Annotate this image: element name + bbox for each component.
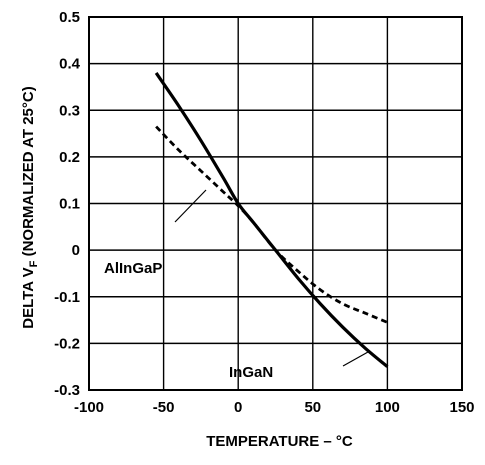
y-tick-label: -0.2 <box>54 335 80 352</box>
x-tick-label: -50 <box>153 399 175 416</box>
x-tick-label: 50 <box>304 399 321 416</box>
x-tick-label: 150 <box>449 399 474 416</box>
x-tick-labels: -100 -50 0 50 100 150 <box>74 399 475 416</box>
y-tick-label: -0.1 <box>54 289 80 306</box>
y-tick-label: 0.4 <box>59 56 81 73</box>
series-leader-ingan <box>342 351 369 367</box>
series-lines <box>154 72 389 368</box>
y-axis-title-suffix: (NORMALIZED AT 25°C) <box>20 86 37 260</box>
y-tick-label: 0 <box>72 242 80 259</box>
x-tick-label: -100 <box>74 399 104 416</box>
series-leader-alingap <box>174 189 207 223</box>
plot-frame <box>88 16 463 391</box>
series-label-alingap: AlInGaP <box>104 260 162 277</box>
series-line-ingan <box>154 72 389 368</box>
y-tick-label: 0.5 <box>59 9 80 26</box>
y-tick-label: 0.3 <box>59 102 80 119</box>
x-tick-label: 0 <box>234 399 242 416</box>
y-tick-label: 0.1 <box>59 196 80 213</box>
y-axis-title: DELTA VF (NORMALIZED AT 25°C) <box>20 86 40 328</box>
series-label-ingan: InGaN <box>229 364 273 381</box>
x-axis-title: TEMPERATURE – °C <box>206 433 353 450</box>
x-tick-label: 100 <box>375 399 400 416</box>
y-axis-title-prefix: DELTA V <box>20 267 37 328</box>
y-tick-label: -0.3 <box>54 382 80 399</box>
series-line-alingap <box>155 125 388 324</box>
grid <box>88 16 463 391</box>
y-axis-title-subscript: F <box>28 260 40 267</box>
y-tick-label: 0.2 <box>59 149 80 166</box>
y-tick-labels: 0.5 0.4 0.3 0.2 0.1 0 -0.1 -0.2 -0.3 <box>54 9 81 399</box>
